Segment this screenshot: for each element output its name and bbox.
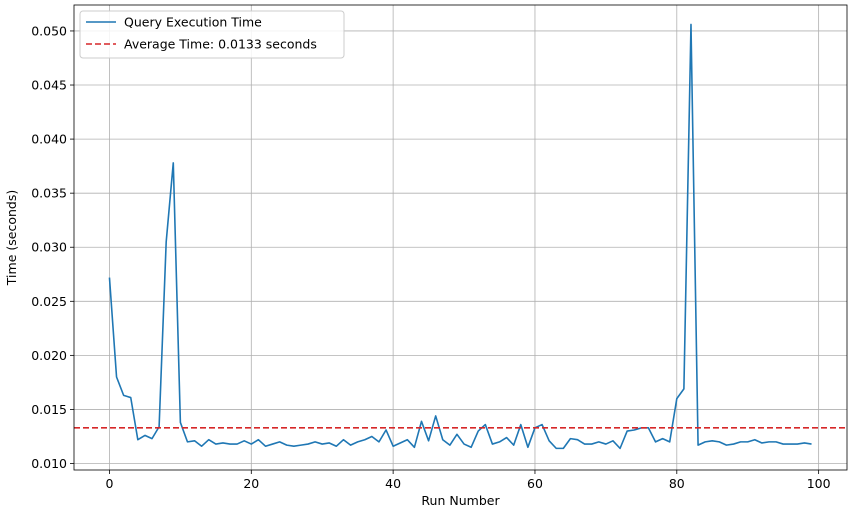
- legend-label-average: Average Time: 0.0133 seconds: [124, 37, 317, 52]
- grid: [74, 5, 847, 470]
- y-tick-label: 0.010: [31, 456, 67, 471]
- legend-box: [79, 10, 345, 59]
- x-tick-label: 100: [807, 476, 831, 491]
- x-tick-label: 60: [527, 476, 543, 491]
- legend-label-query-time: Query Execution Time: [124, 15, 262, 30]
- series-layer: [74, 23, 847, 450]
- series-line-query-execution-time: [108, 23, 812, 450]
- y-tick-label: 0.050: [31, 23, 67, 38]
- x-tick-label: 20: [243, 476, 259, 491]
- x-tick-label: 0: [105, 476, 113, 491]
- y-tick-label: 0.025: [31, 294, 67, 309]
- y-axis-label: Time (seconds): [4, 190, 19, 286]
- x-tick-label: 40: [385, 476, 401, 491]
- y-tick-label: 0.040: [31, 132, 67, 147]
- ticks: 0 20 40 60 80 100 0.010 0.015 0.020 0.025 0.030 0.0…: [31, 23, 830, 491]
- plot-frame: [73, 4, 848, 471]
- x-axis-label: Run Number: [421, 493, 500, 507]
- legend: Query Execution Time Average Time: 0.013…: [79, 10, 345, 59]
- x-tick-label: 80: [669, 476, 685, 491]
- y-tick-label: 0.035: [31, 186, 67, 201]
- y-tick-label: 0.045: [31, 78, 67, 93]
- y-tick-label: 0.020: [31, 348, 67, 363]
- y-tick-label: 0.030: [31, 240, 67, 255]
- y-tick-label: 0.015: [31, 402, 67, 417]
